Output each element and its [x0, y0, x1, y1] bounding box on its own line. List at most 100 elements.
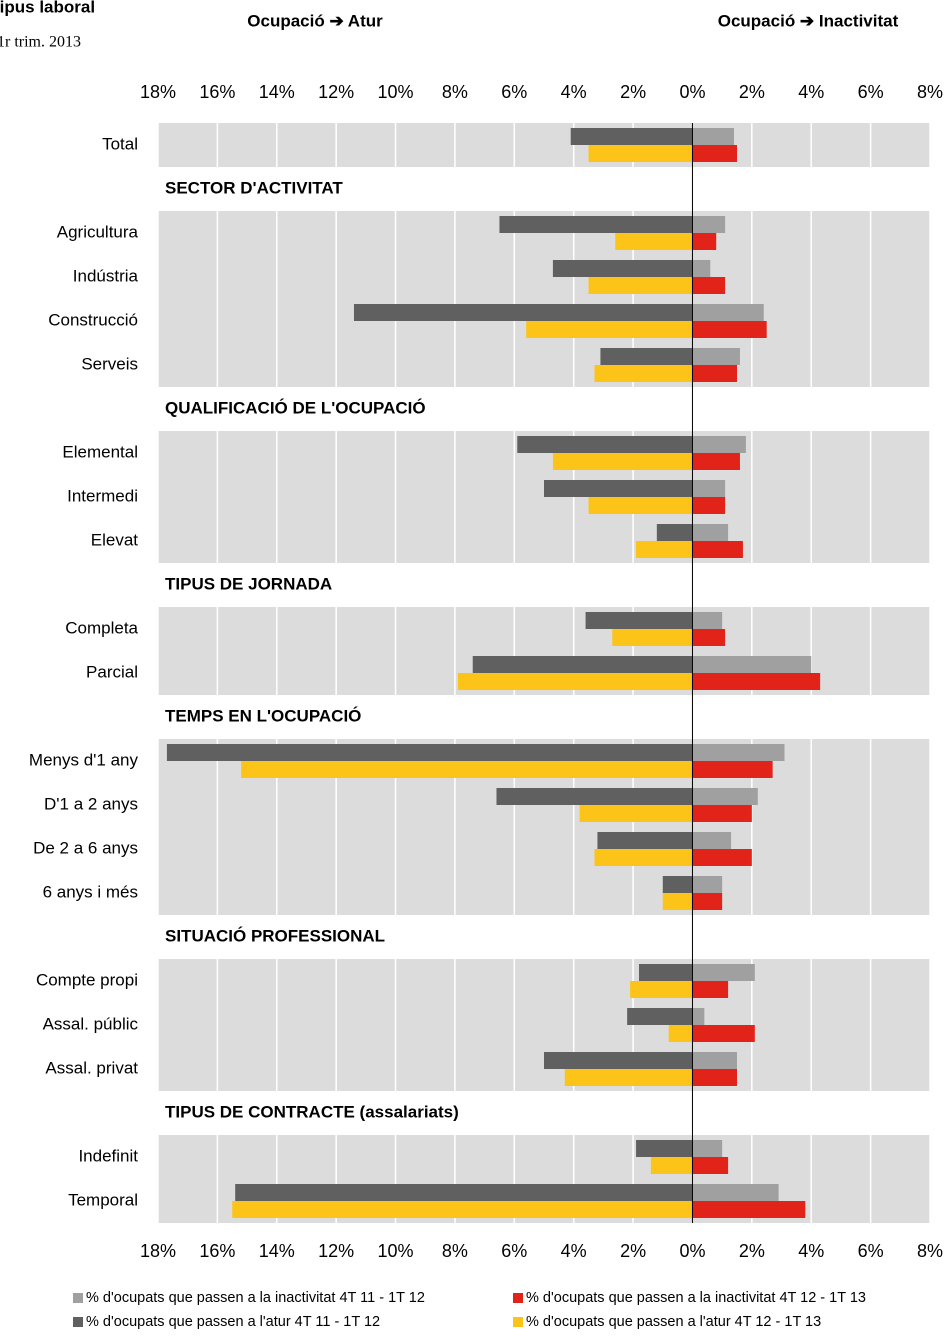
x-tick-label: 10% [378, 1241, 414, 1261]
bar [166, 744, 693, 761]
x-tick-label: 4% [561, 1241, 587, 1261]
bar [692, 981, 729, 998]
bar [552, 260, 693, 277]
bar [570, 128, 693, 145]
row-background [158, 871, 930, 915]
row-background [158, 607, 930, 651]
row-background [158, 343, 930, 387]
x-tick-label: 8% [442, 82, 468, 102]
x-tick-label: 12% [318, 82, 354, 102]
bar [692, 480, 726, 497]
category-label: Parcial [86, 662, 138, 681]
bar [692, 436, 746, 453]
bar [544, 1052, 693, 1069]
bar [564, 1069, 693, 1086]
legend-label: % d'ocupats que passen a la inactivitat … [86, 1290, 425, 1306]
category-label: Completa [65, 618, 138, 637]
bar [636, 541, 693, 558]
bar [692, 656, 812, 673]
bar [594, 365, 693, 382]
category-label: Agricultura [57, 222, 139, 241]
x-tick-label: 12% [318, 1241, 354, 1261]
x-tick-label: 0% [679, 1241, 705, 1261]
x-tick-label: 6% [501, 1241, 527, 1261]
x-tick-label: 8% [917, 82, 943, 102]
bar [499, 216, 693, 233]
category-label: Assal. públic [43, 1014, 139, 1033]
bar [517, 436, 693, 453]
bar [353, 304, 693, 321]
bar [692, 1069, 737, 1086]
bar [615, 233, 693, 250]
bar [588, 497, 693, 514]
legend-label: % d'ocupats que passen a l'atur 4T 11 - … [86, 1314, 380, 1330]
x-tick-label: 10% [378, 82, 414, 102]
bar [692, 629, 726, 646]
bar [692, 524, 729, 541]
bar [235, 1184, 693, 1201]
bar [692, 541, 743, 558]
bar [692, 1201, 806, 1218]
category-label: Serveis [81, 354, 138, 373]
bar [636, 1140, 693, 1157]
section-header: SECTOR D'ACTIVITAT [165, 178, 343, 197]
bar [656, 524, 693, 541]
x-tick-label: 18% [140, 1241, 176, 1261]
category-label: Intermedi [67, 486, 138, 505]
x-tick-label: 2% [739, 1241, 765, 1261]
bar [692, 260, 711, 277]
bar [692, 673, 821, 690]
bar [692, 788, 758, 805]
bar [692, 365, 737, 382]
x-tick-label: 6% [858, 82, 884, 102]
x-tick-label: 4% [798, 82, 824, 102]
category-label: De 2 a 6 anys [33, 838, 138, 857]
category-label: Assal. privat [45, 1058, 138, 1077]
bar [597, 832, 693, 849]
bar [692, 304, 764, 321]
row-background [158, 959, 930, 1003]
row-background [158, 255, 930, 299]
bar [692, 216, 726, 233]
section-header: TIPUS DE CONTRACTE (assalariats) [165, 1102, 459, 1121]
x-tick-label: 6% [501, 82, 527, 102]
bar [692, 805, 752, 822]
right-header: Ocupació ➔ Inactivitat [718, 11, 899, 30]
bar [579, 805, 693, 822]
x-tick-label: 14% [259, 82, 295, 102]
chart-title: tipus laboral [0, 0, 95, 16]
legend-swatch [73, 1317, 83, 1327]
chart-subtitle: 1r trim. 2013 [0, 34, 81, 51]
category-label: 6 anys i més [43, 882, 138, 901]
x-tick-label: 2% [739, 82, 765, 102]
bar [692, 128, 735, 145]
bar [692, 453, 740, 470]
bar [692, 1025, 755, 1042]
category-label: Elemental [62, 442, 138, 461]
category-label: D'1 a 2 anys [44, 794, 138, 813]
row-background [158, 123, 930, 167]
bar [692, 761, 773, 778]
bar [612, 629, 693, 646]
bar [692, 1140, 723, 1157]
bar [692, 876, 723, 893]
bar [692, 348, 740, 365]
legend-label: % d'ocupats que passen a l'atur 4T 12 - … [526, 1314, 821, 1330]
legend-label: % d'ocupats que passen a la inactivitat … [526, 1290, 866, 1306]
x-tick-label: 8% [442, 1241, 468, 1261]
row-background [158, 1003, 930, 1047]
bar [544, 480, 693, 497]
category-label: Temporal [68, 1190, 138, 1209]
category-label: Indefinit [78, 1146, 138, 1165]
bar [692, 1008, 705, 1025]
category-label: Menys d'1 any [29, 750, 139, 769]
legend-swatch [513, 1293, 523, 1303]
x-tick-label: 8% [917, 1241, 943, 1261]
category-label: Total [102, 134, 138, 153]
row-background [158, 1135, 930, 1179]
left-header: Ocupació ➔ Atur [247, 11, 383, 30]
bar [457, 673, 693, 690]
bar [692, 964, 755, 981]
category-label: Elevat [91, 530, 139, 549]
